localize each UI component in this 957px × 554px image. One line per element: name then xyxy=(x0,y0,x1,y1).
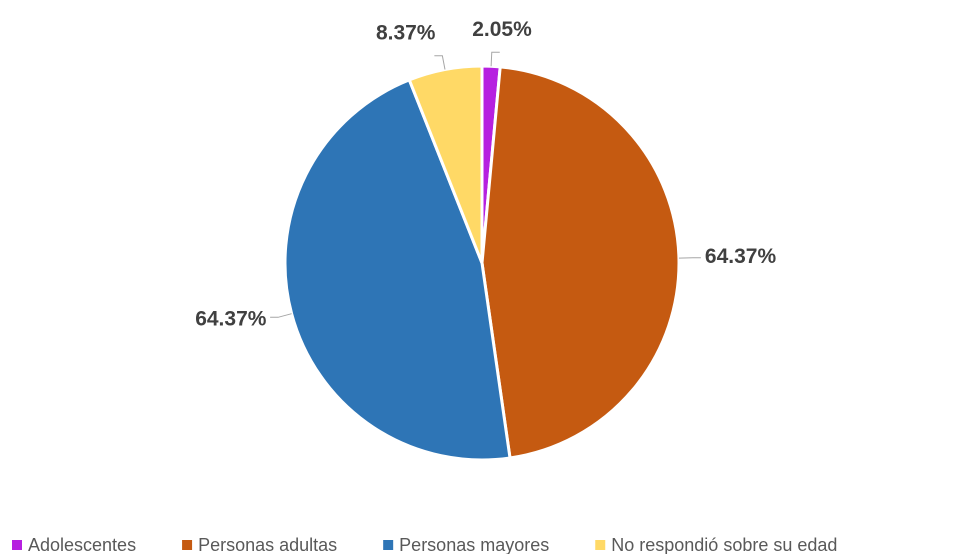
data-label: 8.37% xyxy=(376,21,436,44)
pie-slice xyxy=(480,65,681,460)
pie-slice xyxy=(407,64,484,264)
data-label: 64.37% xyxy=(195,307,267,330)
legend-label: No respondió sobre su edad xyxy=(611,535,837,554)
data-label: 2.05% xyxy=(472,18,532,41)
legend-label: Personas mayores xyxy=(399,535,549,554)
legend-label: Personas adultas xyxy=(198,535,337,554)
legend-swatch xyxy=(182,540,193,550)
legend-swatch xyxy=(383,540,394,550)
data-label: 64.37% xyxy=(705,245,777,268)
pie-slice xyxy=(283,77,512,462)
leader-line xyxy=(434,55,446,70)
leader-line xyxy=(490,51,500,67)
legend-swatch xyxy=(595,540,606,550)
legend-swatch xyxy=(12,540,22,550)
leader-line xyxy=(270,313,292,318)
legend-label: Adolescentes xyxy=(28,535,136,554)
